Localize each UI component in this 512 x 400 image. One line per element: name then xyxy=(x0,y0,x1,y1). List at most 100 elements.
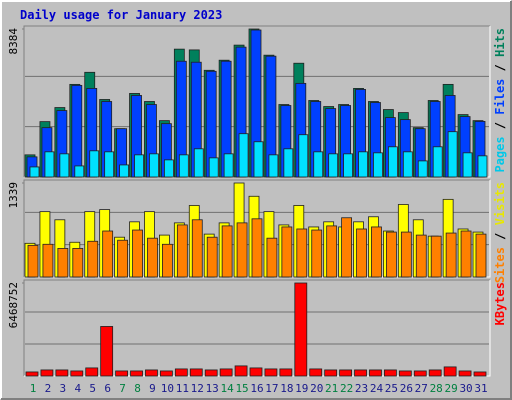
bar xyxy=(236,222,248,278)
x-tick-label: 14 xyxy=(221,382,235,395)
bar xyxy=(413,370,427,377)
bar xyxy=(176,224,188,278)
bar xyxy=(430,235,442,278)
bar xyxy=(191,219,203,278)
bar xyxy=(387,146,398,178)
x-tick-label: 19 xyxy=(295,382,308,395)
legend-entry: Sites xyxy=(493,247,507,283)
bar xyxy=(130,370,143,377)
bar xyxy=(415,234,427,278)
bar xyxy=(266,237,278,278)
bar xyxy=(356,228,367,278)
y-tick-label: 1339 xyxy=(7,182,20,209)
bar xyxy=(385,231,397,278)
bar xyxy=(428,369,442,377)
bar xyxy=(328,153,339,178)
bar xyxy=(117,239,128,278)
bar xyxy=(458,370,472,377)
bar xyxy=(204,369,218,377)
bar xyxy=(369,369,382,377)
bar xyxy=(358,151,368,178)
x-tick-label: 6 xyxy=(104,382,111,395)
bar xyxy=(326,225,338,278)
bar xyxy=(400,231,412,278)
bar xyxy=(354,369,367,377)
bar xyxy=(462,152,473,178)
x-tick-label: 22 xyxy=(340,382,353,395)
x-tick-label: 21 xyxy=(325,382,338,395)
bar xyxy=(161,243,173,278)
bar xyxy=(283,148,294,178)
bar xyxy=(249,367,263,377)
bar xyxy=(234,365,248,377)
bar xyxy=(42,243,54,278)
bar xyxy=(147,237,158,278)
bar xyxy=(279,368,293,377)
x-tick-label: 17 xyxy=(265,382,278,395)
legend-separator: / xyxy=(493,115,507,137)
x-tick-label: 30 xyxy=(459,382,472,395)
bar xyxy=(59,153,70,178)
bar xyxy=(294,282,308,377)
bar xyxy=(223,153,234,178)
bar xyxy=(163,159,174,178)
bar xyxy=(74,165,85,178)
legend-entry: Visits xyxy=(493,182,507,225)
bar xyxy=(208,157,219,178)
bar xyxy=(398,370,412,377)
bar xyxy=(296,228,308,278)
bar xyxy=(473,371,487,377)
x-tick-label: 11 xyxy=(176,382,189,395)
x-tick-label: 12 xyxy=(191,382,204,395)
x-tick-label: 16 xyxy=(250,382,263,395)
legend-separator: / xyxy=(493,57,507,79)
bar xyxy=(324,369,338,377)
x-tick-label: 31 xyxy=(474,382,487,395)
bar xyxy=(447,131,458,178)
x-tick-label: 28 xyxy=(430,382,443,395)
bar xyxy=(89,150,100,178)
bar xyxy=(132,229,143,278)
bar xyxy=(298,134,309,178)
legend: Pages / Files / Hits xyxy=(493,28,507,173)
bar xyxy=(145,369,158,377)
bar xyxy=(57,248,69,278)
bar xyxy=(44,151,55,178)
bar xyxy=(313,151,324,178)
bar xyxy=(71,84,83,178)
bar xyxy=(417,160,428,178)
bar xyxy=(238,133,249,178)
bar xyxy=(443,366,457,377)
bar xyxy=(29,166,40,178)
y-tick-label: 6468752 xyxy=(7,282,20,328)
bar xyxy=(371,226,382,278)
bar xyxy=(475,233,487,278)
x-tick-label: 15 xyxy=(235,382,248,395)
bar xyxy=(104,151,115,178)
panel-edge-dark xyxy=(23,279,490,376)
bar xyxy=(149,153,159,178)
bar xyxy=(264,368,278,377)
x-tick-label: 9 xyxy=(149,382,156,395)
legend-separator: / xyxy=(493,225,507,247)
x-tick-label: 10 xyxy=(161,382,174,395)
bar xyxy=(40,369,54,377)
x-tick-label: 13 xyxy=(206,382,219,395)
legend-entry: Files xyxy=(493,79,507,115)
bar xyxy=(55,369,69,377)
bar xyxy=(309,368,323,377)
bar xyxy=(119,164,129,178)
bar xyxy=(206,236,218,278)
bar xyxy=(87,240,99,278)
x-tick-label: 2 xyxy=(45,382,52,395)
bar xyxy=(339,369,353,377)
x-tick-label: 18 xyxy=(280,382,293,395)
bar xyxy=(115,370,128,377)
bar xyxy=(85,367,99,377)
x-tick-label: 23 xyxy=(355,382,368,395)
bar xyxy=(70,370,84,377)
bar xyxy=(373,152,383,178)
legend: Sites / Visits xyxy=(493,182,507,283)
panel-edge-dark xyxy=(23,179,490,277)
